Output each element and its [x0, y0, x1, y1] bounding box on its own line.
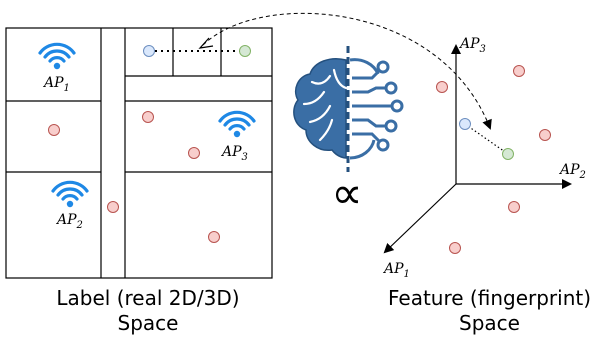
label-space-caption: Label (real 2D/3D) Space — [0, 286, 296, 336]
wifi-icon — [51, 180, 89, 209]
feature-axes — [383, 44, 572, 254]
reference-point — [142, 111, 154, 123]
axis-ap1 — [383, 183, 457, 254]
brain-circuit-icon — [293, 46, 404, 172]
axis-ap1-label: AP1 — [382, 261, 410, 280]
reference-point — [513, 65, 525, 77]
axis-ap3-label: AP3 — [458, 36, 486, 55]
floor-plan-outline — [5, 27, 273, 279]
feature-space-caption-line2: Space — [459, 311, 520, 335]
feature-points — [436, 65, 551, 254]
floor-plan — [5, 27, 273, 279]
label-space-caption-line1: Label (real 2D/3D) — [56, 286, 240, 310]
reference-point — [208, 231, 220, 243]
reference-point — [188, 147, 200, 159]
mapping-arrow-tail — [198, 37, 214, 49]
reference-point — [48, 124, 60, 136]
feature-space-caption: Feature (fingerprint) Space — [366, 286, 613, 336]
reference-point — [508, 201, 520, 213]
wifi-icon — [38, 42, 76, 71]
axis-ap2-label: AP2 — [558, 162, 586, 181]
query-point-blue — [143, 45, 155, 57]
feature-dotted-link — [464, 123, 509, 155]
ap3-label: AP3 — [220, 144, 248, 163]
target-point-green — [239, 45, 251, 57]
label-space-caption-line2: Space — [117, 311, 179, 335]
reference-point — [449, 242, 461, 254]
ap1-label: AP1 — [42, 75, 70, 94]
target-point-green — [502, 148, 514, 160]
reference-point — [539, 129, 551, 141]
reference-point — [436, 81, 448, 93]
ap2-label: AP2 — [55, 212, 83, 231]
mapping-arrow — [202, 12, 492, 130]
query-point-blue — [459, 118, 471, 130]
wifi-icon — [218, 110, 256, 139]
proportional-symbol: ∝ — [331, 168, 362, 219]
reference-point — [107, 201, 119, 213]
floor-plan-points — [48, 45, 251, 243]
feature-space-caption-line1: Feature (fingerprint) — [387, 286, 592, 310]
